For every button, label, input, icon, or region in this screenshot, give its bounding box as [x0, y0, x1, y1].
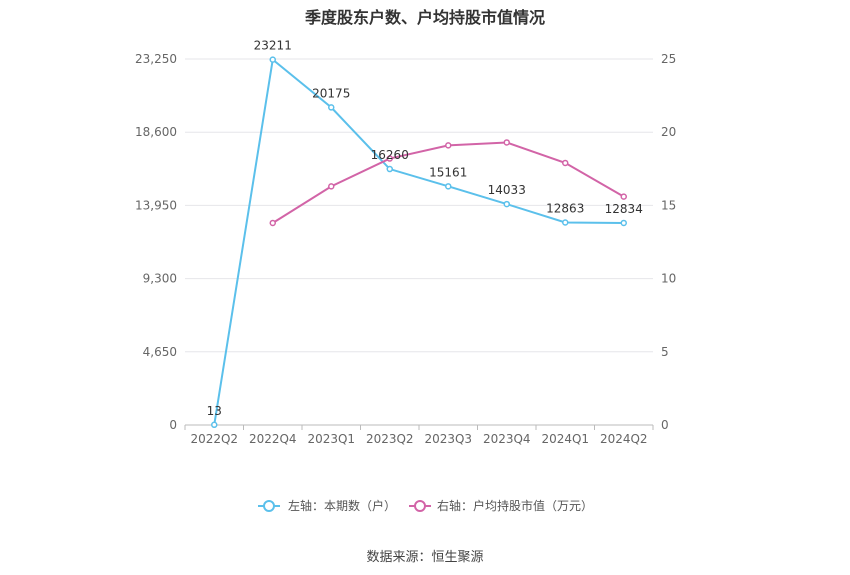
x-tick-label: 2023Q3 [424, 432, 472, 446]
point-right [503, 139, 510, 146]
legend-right-label: 右轴：户均持股市值（万元） [437, 498, 593, 513]
x-tick-label: 2023Q4 [483, 432, 531, 446]
legend-right-marker [414, 500, 426, 512]
data-label: 12834 [605, 202, 643, 216]
chart-title: 季度股东户数、户均持股市值情况 [304, 8, 545, 27]
x-tick-label: 2023Q2 [366, 432, 414, 446]
point-left [503, 200, 510, 208]
y-right-tick-label: 15 [661, 198, 676, 212]
y-right-tick-label: 25 [661, 52, 676, 66]
x-tick-label: 2023Q1 [307, 432, 355, 446]
label-layer: 13 23211 20175 16260 15161 14033 12863 12834 [207, 39, 643, 418]
point-left [328, 104, 335, 111]
legend-item-left[interactable]: 左轴：本期数（户） [258, 498, 396, 513]
x-tick-label: 2022Q4 [249, 432, 297, 446]
y-left-tick-label: 13,950 [135, 198, 177, 212]
data-label: 16260 [371, 148, 409, 162]
y-left-tick-label: 9,300 [143, 272, 177, 286]
y-left-tick-label: 18,600 [135, 125, 177, 139]
x-tick-label: 2022Q2 [190, 432, 238, 446]
point-right [328, 183, 335, 190]
legend-item-right[interactable]: 右轴：户均持股市值（万元） [409, 498, 593, 513]
point-left [620, 219, 627, 227]
legend-left-label: 左轴：本期数（户） [288, 498, 396, 513]
x-tick-label: 2024Q2 [600, 432, 648, 446]
data-label: 14033 [488, 183, 526, 197]
series-line-left [213, 57, 624, 425]
y-right-tick-label: 10 [661, 272, 676, 286]
legend-left-marker [263, 500, 275, 512]
grid-layer [185, 58, 653, 426]
data-label: 13 [207, 404, 222, 418]
axis-layer: 0 4,650 9,300 13,950 18,600 23,250 0 5 10 15 20 25 2… [135, 52, 676, 446]
y-left-tick-label: 4,650 [143, 345, 177, 359]
point-right [445, 142, 452, 149]
data-source: 数据来源：恒生聚源 [366, 550, 484, 565]
point-right [562, 159, 569, 167]
point-left [269, 56, 276, 63]
y-left-tick-label: 23,250 [135, 52, 177, 66]
data-label: 15161 [429, 165, 467, 179]
point-left [211, 421, 218, 429]
y-right-tick-label: 20 [661, 125, 676, 139]
y-right-tick-label: 5 [661, 345, 669, 359]
data-label: 20175 [312, 86, 350, 100]
point-left [386, 165, 393, 173]
data-label: 12863 [546, 202, 584, 216]
y-right-tick-label: 0 [661, 418, 669, 432]
point-left [562, 219, 569, 226]
series-layer [211, 56, 627, 429]
point-right [269, 219, 276, 227]
point-right [620, 193, 627, 200]
y-left-tick-label: 0 [169, 418, 177, 432]
legend: 左轴：本期数（户） 右轴：户均持股市值（万元） [258, 498, 593, 513]
x-tick-label: 2024Q1 [541, 432, 589, 446]
point-right [386, 155, 393, 162]
point-left [445, 183, 452, 190]
data-label: 23211 [254, 39, 292, 53]
